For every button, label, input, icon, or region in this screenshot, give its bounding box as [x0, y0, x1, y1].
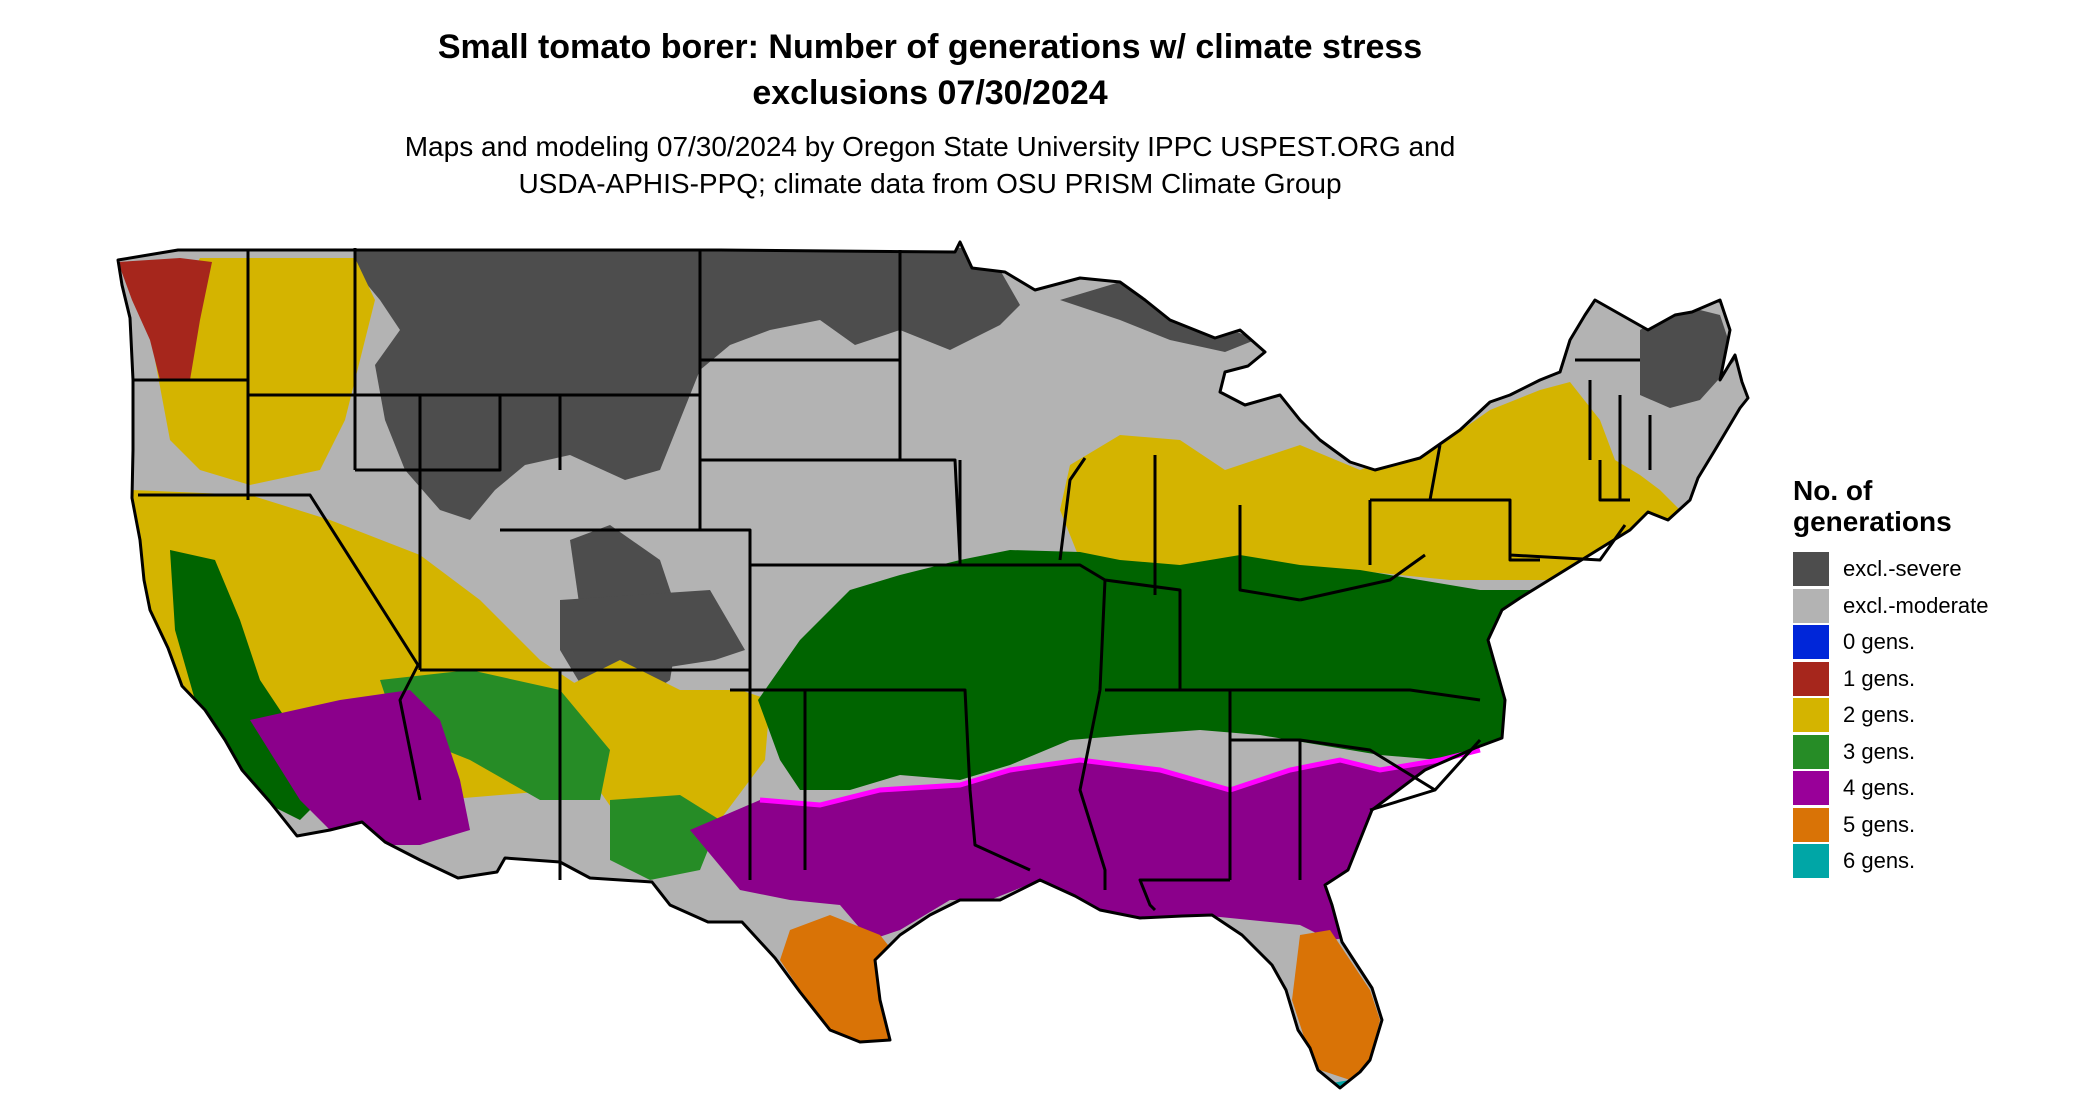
legend-swatch	[1793, 588, 1829, 623]
legend-label: 4 gens.	[1843, 775, 1916, 801]
map-title: Small tomato borer: Number of generation…	[295, 24, 1565, 116]
region-5-gens-florida	[1292, 930, 1380, 1080]
subtitle-line-2: USDA-APHIS-PPQ; climate data from OSU PR…	[518, 168, 1342, 199]
region-2-gens-midwest-east	[1060, 382, 1680, 580]
legend-label: 6 gens.	[1843, 848, 1916, 874]
legend-swatch	[1793, 698, 1829, 733]
legend-label: 1 gens.	[1843, 665, 1916, 691]
legend: No. of generations excl.-severe excl.-mo…	[1793, 475, 1989, 880]
legend-swatch	[1793, 661, 1829, 696]
legend-item-3-gens: 3 gens.	[1793, 734, 1989, 771]
legend-label: excl.-moderate	[1843, 592, 1989, 618]
title-line-1: Small tomato borer: Number of generation…	[437, 28, 1423, 66]
legend-label: 2 gens.	[1843, 702, 1916, 728]
subtitle-line-1: Maps and modeling 07/30/2024 by Oregon S…	[404, 131, 1456, 162]
legend-item-excl-moderate: excl.-moderate	[1793, 588, 1989, 625]
legend-swatch	[1793, 771, 1829, 806]
legend-swatch	[1793, 807, 1829, 842]
region-4-gens-edge-highlight	[759, 747, 1481, 808]
region-2-gens-west-texas	[560, 660, 770, 830]
legend-title: No. of generations	[1793, 475, 1989, 537]
title-line-2: exclusions 07/30/2024	[752, 74, 1108, 112]
legend-title-line-1: No. of	[1793, 475, 1873, 506]
legend-item-6-gens: 6 gens.	[1793, 843, 1989, 880]
legend-label: 3 gens.	[1843, 738, 1916, 764]
legend-item-1-gens: 1 gens.	[1793, 661, 1989, 698]
legend-swatch	[1793, 552, 1829, 587]
region-excl-severe-maine	[1640, 305, 1735, 408]
region-3-gens-central-east	[758, 550, 1698, 790]
region-3-gens-nm-texas-border	[610, 795, 720, 880]
legend-swatch	[1793, 844, 1829, 879]
legend-item-2-gens: 2 gens.	[1793, 697, 1989, 734]
region-4-gens-desert-southwest	[250, 690, 470, 845]
region-1-gens-coastal-washington	[118, 258, 212, 380]
legend-title-line-2: generations	[1793, 506, 1952, 537]
region-2-gens-pacific-northwest	[155, 258, 375, 485]
legend-label: 5 gens.	[1843, 811, 1916, 837]
region-5-gens-texas-coast	[780, 915, 900, 1042]
legend-item-5-gens: 5 gens.	[1793, 807, 1989, 844]
state-lines	[133, 248, 1652, 912]
legend-label: excl.-severe	[1843, 556, 1962, 582]
region-excl-severe-north-central	[355, 248, 1020, 520]
legend-item-4-gens: 4 gens.	[1793, 770, 1989, 807]
state-boundaries	[116, 240, 1750, 1090]
legend-swatch	[1793, 625, 1829, 660]
region-4-gens-south	[690, 750, 1490, 940]
map-subtitle: Maps and modeling 07/30/2024 by Oregon S…	[295, 128, 1565, 202]
region-3-gens-arizona-rim	[380, 670, 610, 800]
state-fill-layers	[118, 242, 1748, 1088]
legend-item-0-gens: 0 gens.	[1793, 624, 1989, 661]
legend-item-excl-severe: excl.-severe	[1793, 551, 1989, 588]
legend-swatch	[1793, 734, 1829, 769]
legend-label: 0 gens.	[1843, 629, 1916, 655]
legend-items: excl.-severe excl.-moderate 0 gens. 1 ge…	[1793, 551, 1989, 880]
